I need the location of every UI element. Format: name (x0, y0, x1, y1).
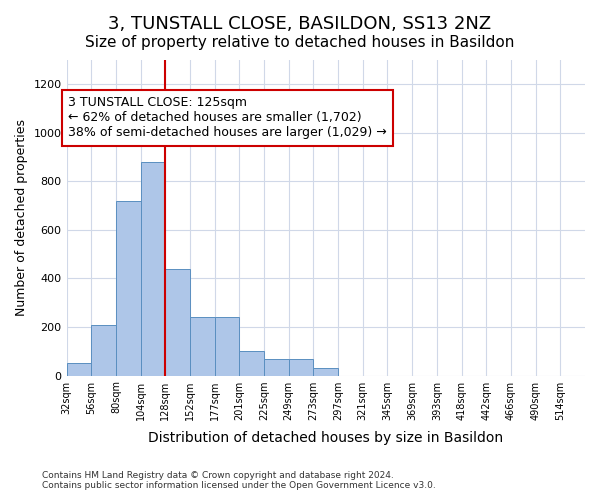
Bar (190, 318, 215, 376)
X-axis label: Distribution of detached houses by size in Basildon: Distribution of detached houses by size … (148, 431, 503, 445)
Y-axis label: Number of detached properties: Number of detached properties (15, 120, 28, 316)
Text: Size of property relative to detached houses in Basildon: Size of property relative to detached ho… (85, 35, 515, 50)
Bar (215, 318, 239, 376)
Bar (165, 268, 190, 376)
Bar (289, 358, 313, 376)
Bar (239, 352, 264, 376)
Bar (67, 364, 91, 376)
Bar (116, 201, 140, 376)
Text: 3 TUNSTALL CLOSE: 125sqm
← 62% of detached houses are smaller (1,702)
38% of sem: 3 TUNSTALL CLOSE: 125sqm ← 62% of detach… (68, 96, 386, 140)
Text: 3, TUNSTALL CLOSE, BASILDON, SS13 2NZ: 3, TUNSTALL CLOSE, BASILDON, SS13 2NZ (109, 15, 491, 33)
Bar (91, 324, 116, 376)
Bar (313, 368, 338, 376)
Bar (264, 358, 289, 376)
Text: Contains HM Land Registry data © Crown copyright and database right 2024.
Contai: Contains HM Land Registry data © Crown c… (42, 470, 436, 490)
Bar (140, 162, 165, 376)
